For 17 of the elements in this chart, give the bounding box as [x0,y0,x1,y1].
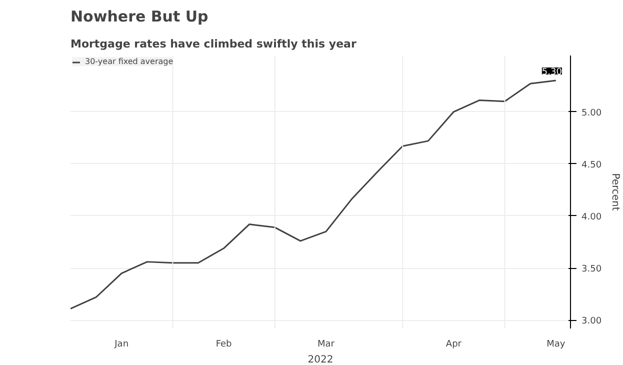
x-tick-label: Feb [216,340,232,350]
chart-subtitle: Mortgage rates have climbed swiftly this year [70,38,357,50]
legend-label: 30-year fixed average [85,57,174,66]
y-tick-label: 3.50 [582,264,602,275]
x-tick-label: May [546,340,566,350]
x-axis-title: 2022 [308,354,334,365]
data-label: 5.30 [542,68,562,78]
line-series [70,80,557,310]
x-tick-label: Apr [446,340,462,350]
y-tick-label: 4.00 [582,212,602,222]
chart-title: Nowhere But Up [70,8,209,26]
y-tick-label: 4.50 [582,160,602,170]
x-tick-label: Mar [317,340,335,350]
y-axis-title: Percent [610,173,621,211]
y-tick-label: 3.00 [582,316,602,327]
y-tick-label: 5.00 [582,108,602,118]
x-tick-label: Jan [114,340,129,350]
